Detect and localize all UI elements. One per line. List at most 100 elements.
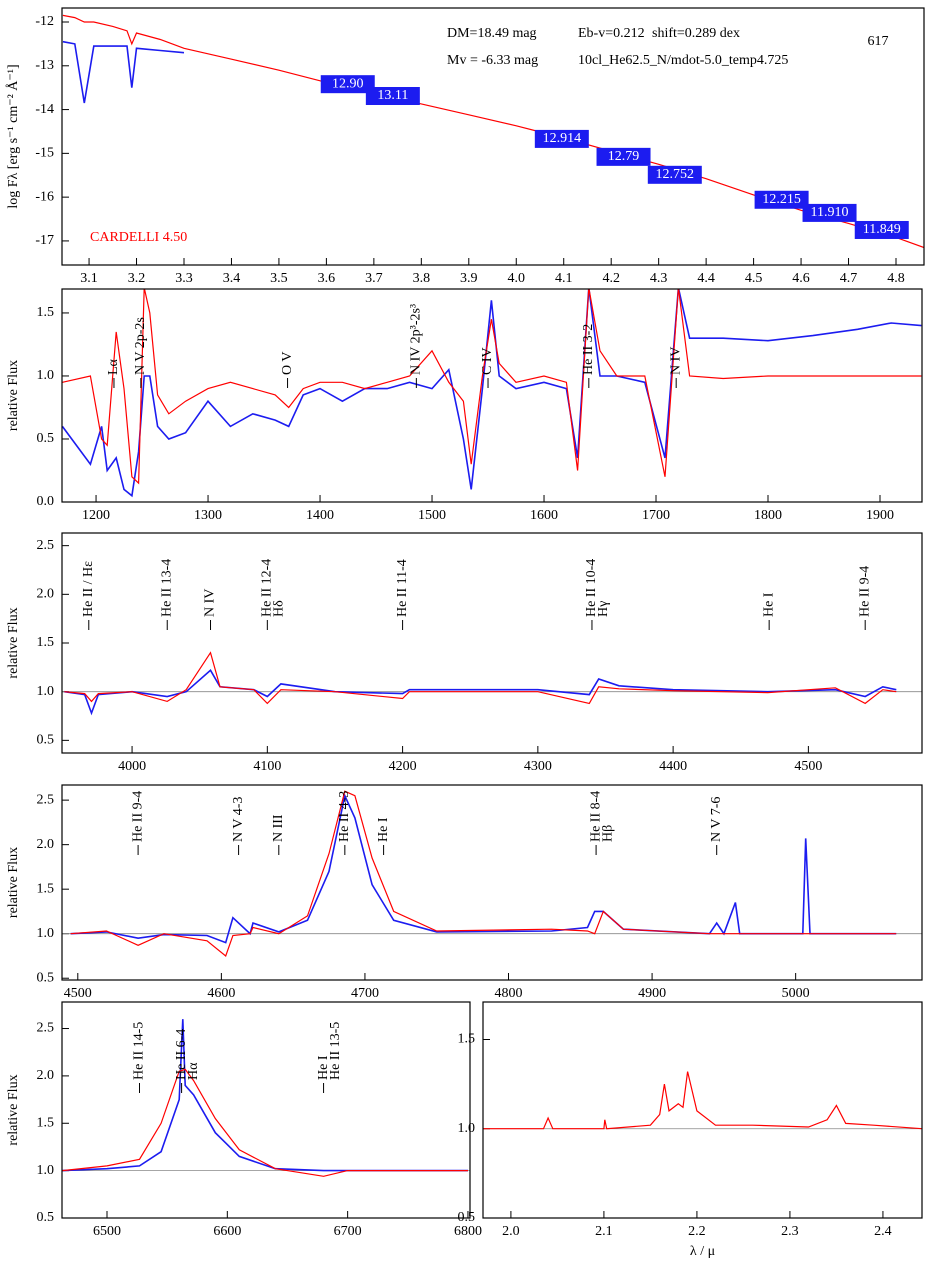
photometry-label: 12.914 [543,131,582,146]
spectrum-line [62,1068,468,1177]
spectrum-line [70,790,897,958]
y-axis-label: relative Flux [6,360,21,431]
line-id-label: Hγ [596,601,611,617]
spectrum-line [62,40,185,104]
photometry-box [534,129,589,148]
photometry-label: 13.11 [377,88,408,103]
y-tick-label: 1.5 [37,881,55,896]
x-tick-label: 1500 [418,508,446,523]
x-tick-label: 1900 [866,508,894,523]
plot-frame [61,288,923,503]
annotation: DM=18.49 mag [447,26,537,41]
x-tick-label: 2.0 [502,1224,520,1239]
y-tick-label: -13 [35,58,54,73]
y-tick-label: 2.5 [37,538,55,553]
x-tick-label: 2.3 [781,1224,799,1239]
photometry-label: 12.752 [656,167,695,182]
x-axis-label: λ / μ [690,1244,715,1259]
line-id-label: He II / Hε [81,561,96,617]
x-tick-label: 3.2 [128,271,146,286]
plot-area [64,651,897,716]
y-tick-label: 2.0 [37,837,55,852]
plot-frame [61,7,925,266]
plot-frame [61,784,923,981]
x-tick-label: 4.8 [887,271,905,286]
x-tick-label: 4.1 [555,271,573,286]
line-id-label: He II 6-4 [174,1029,189,1080]
photometry-label: 11.849 [863,222,901,237]
y-tick-label: 0.5 [37,1210,55,1225]
y-tick-label: 0.0 [37,494,55,509]
plot-area [62,14,924,249]
line-id-label: N V 7-6 [709,797,724,842]
x-tick-label: 4200 [389,759,417,774]
y-tick-label: -16 [35,189,54,204]
x-tick-label: 3.6 [318,271,336,286]
line-id-label: He I [376,817,391,842]
line-id-label: He II 11-4 [395,559,410,617]
line-id-label: N IV [668,347,683,375]
x-tick-label: 1300 [194,508,222,523]
line-id-label: He II 8-4 [588,791,603,842]
x-tick-label: 3.3 [175,271,193,286]
y-tick-label: -15 [35,146,54,161]
photometry-box [854,220,909,239]
line-id-label: N IV [203,589,218,617]
y-tick-label: 0.5 [37,970,55,985]
y-tick-label: 1.5 [37,635,55,650]
photometry-label: 12.90 [332,76,364,91]
line-id-label: Lα [106,358,121,375]
x-tick-label: 3.8 [413,271,431,286]
annotation: 10cl_He62.5_N/mdot-5.0_temp4.725 [578,53,788,68]
y-tick-label: 1.0 [37,926,55,941]
photometry-label: 11.910 [811,205,849,220]
x-tick-label: 2.1 [595,1224,613,1239]
y-tick-label: 1.0 [37,368,55,383]
x-tick-label: 1200 [82,508,110,523]
annotation: Eb-v=0.212 [578,26,645,41]
line-id-label: He I [761,592,776,617]
x-tick-label: 4700 [351,986,379,1001]
x-tick-label: 4800 [495,986,523,1001]
y-axis-label: relative Flux [6,1074,21,1145]
x-tick-label: 4.7 [840,271,858,286]
x-tick-label: 4.4 [697,271,715,286]
line-id-label: He I [316,1055,331,1080]
x-tick-label: 3.5 [270,271,288,286]
x-tick-label: 3.4 [223,271,241,286]
line-id-label: He II 13-4 [159,559,174,617]
line-id-label: He II 3-2 [581,324,596,375]
x-tick-label: 1600 [530,508,558,523]
photometry-box [365,87,420,106]
x-tick-label: 3.9 [460,271,478,286]
y-tick-label: 0.5 [37,431,55,446]
spectrum-line [64,651,897,705]
plot-area [483,1071,922,1130]
y-axis-label: log Fλ [erg s⁻¹ cm⁻² Å⁻¹] [5,64,21,208]
line-id-label: Hδ [272,600,287,617]
photometry-box [320,75,375,94]
plot-area [62,289,922,498]
y-tick-label: 1.0 [458,1121,476,1136]
line-id-label: He II 9-4 [130,791,145,842]
x-tick-label: 4.5 [745,271,763,286]
line-id-label: He II 13-5 [328,1022,343,1080]
y-tick-label: 1.5 [458,1032,476,1047]
x-tick-label: 4500 [794,759,822,774]
y-tick-label: 1.0 [37,1163,55,1178]
y-tick-label: 0.5 [37,733,55,748]
line-id-label: He II 10-4 [584,559,599,617]
line-id-label: He II 9-4 [857,566,872,617]
x-tick-label: 4500 [64,986,92,1001]
x-tick-label: 6600 [213,1224,241,1239]
y-axis-label: relative Flux [6,607,21,678]
line-id-label: C IV [480,347,495,375]
y-tick-label: 2.5 [37,1021,55,1036]
y-tick-label: 2.0 [37,587,55,602]
line-id-label: He II 12-4 [260,559,275,617]
x-tick-label: 1700 [642,508,670,523]
y-tick-label: -17 [35,233,54,248]
spectrum-line [62,1019,468,1172]
photometry-box [596,147,651,166]
line-id-label: N V 2p-2s [133,317,148,375]
